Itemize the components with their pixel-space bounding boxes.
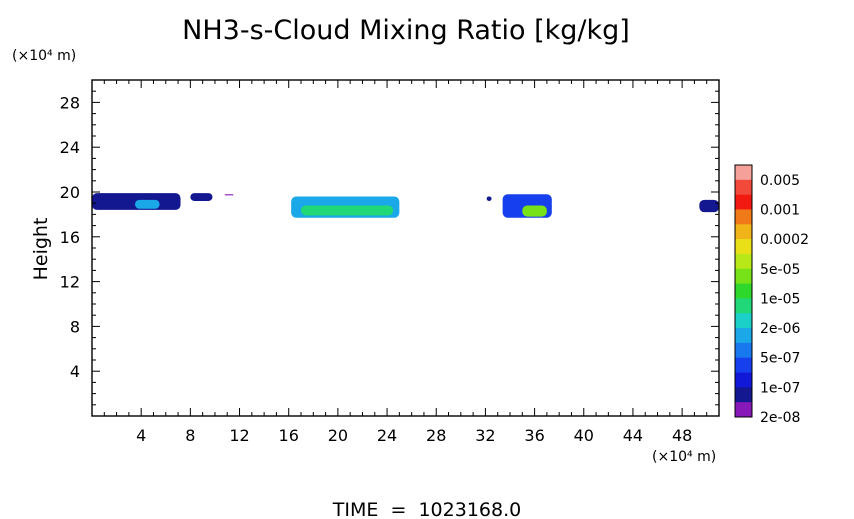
colorbar-swatch — [735, 268, 752, 284]
colorbar-swatch — [735, 298, 752, 314]
colorbar-label: 0.005 — [760, 173, 800, 189]
y-axis-label: Height — [30, 218, 52, 281]
colorbar-swatch — [735, 402, 752, 418]
x-tick-label: 28 — [426, 426, 446, 445]
colorbar-label: 5e-07 — [760, 351, 800, 367]
colorbar-label: 0.001 — [760, 202, 800, 218]
colorbar-label: 2e-08 — [760, 410, 800, 426]
x-tick-label: 40 — [574, 426, 594, 445]
plot-area — [92, 193, 719, 218]
colorbar-swatch — [735, 283, 752, 299]
x-tick-label: 16 — [279, 426, 299, 445]
y-tick-label: 24 — [60, 138, 80, 157]
colorbar: 0.005 0.001 0.0002 5e-05 1e-05 2e-06 5e-07 1e-0… — [734, 164, 809, 426]
colorbar-frame — [734, 164, 753, 418]
colorbar-label: 1e-05 — [760, 291, 800, 307]
colorbar-swatch — [735, 372, 752, 388]
x-tick-label: 12 — [229, 426, 249, 445]
x-tick-label: 32 — [475, 426, 495, 445]
cloud-region-edge-east — [699, 199, 719, 213]
colorbar-swatch — [735, 194, 752, 210]
x-tick-label: 44 — [623, 426, 643, 445]
y-unit-label: (×10⁴ m) — [12, 48, 76, 64]
y-tick-label: 28 — [60, 93, 80, 112]
colorbar-label: 2e-06 — [760, 321, 800, 337]
colorbar-label: 0.0002 — [760, 232, 809, 248]
cloud-core-band-west — [135, 199, 160, 209]
cloud-region-patch-9 — [190, 193, 213, 201]
colorbar-label: 1e-07 — [760, 380, 800, 396]
x-tick-label: 20 — [328, 426, 348, 445]
cloud-core-patch-east — [522, 205, 547, 217]
x-unit-label: (×10⁴ m) — [652, 449, 716, 465]
colorbar-swatch — [735, 239, 752, 255]
colorbar-swatch — [735, 165, 752, 181]
cloud-region-speck-32 — [486, 196, 492, 201]
time-footer: TIME = 1023168.0 — [332, 499, 521, 519]
colorbar-swatch — [735, 357, 752, 373]
plot-frame — [91, 79, 720, 417]
x-tick-label: 48 — [672, 426, 692, 445]
y-tick-label: 16 — [60, 228, 80, 247]
colorbar-swatch — [735, 387, 752, 403]
colorbar-swatch — [735, 342, 752, 359]
x-tick-label: 4 — [136, 426, 146, 445]
colorbar-swatch — [735, 253, 752, 270]
y-tick-label: 4 — [70, 362, 80, 381]
cloud-core-band-central — [301, 205, 394, 216]
colorbar-swatch — [735, 328, 752, 344]
y-tick-label: 12 — [60, 273, 80, 292]
x-tick-label: 24 — [377, 426, 397, 445]
cloud-region-speck-11 — [224, 194, 234, 196]
x-tick-label: 36 — [524, 426, 544, 445]
y-tick-label: 20 — [60, 183, 80, 202]
colorbar-swatch — [735, 313, 752, 329]
colorbar-label: 5e-05 — [760, 262, 800, 278]
colorbar-swatch — [735, 224, 752, 240]
colorbar-swatch — [735, 179, 752, 195]
colorbar-swatch — [735, 209, 752, 225]
y-tick-label: 8 — [70, 317, 80, 336]
chart-title: NH3-s-Cloud Mixing Ratio [kg/kg] — [182, 15, 630, 46]
x-tick-label: 8 — [185, 426, 195, 445]
